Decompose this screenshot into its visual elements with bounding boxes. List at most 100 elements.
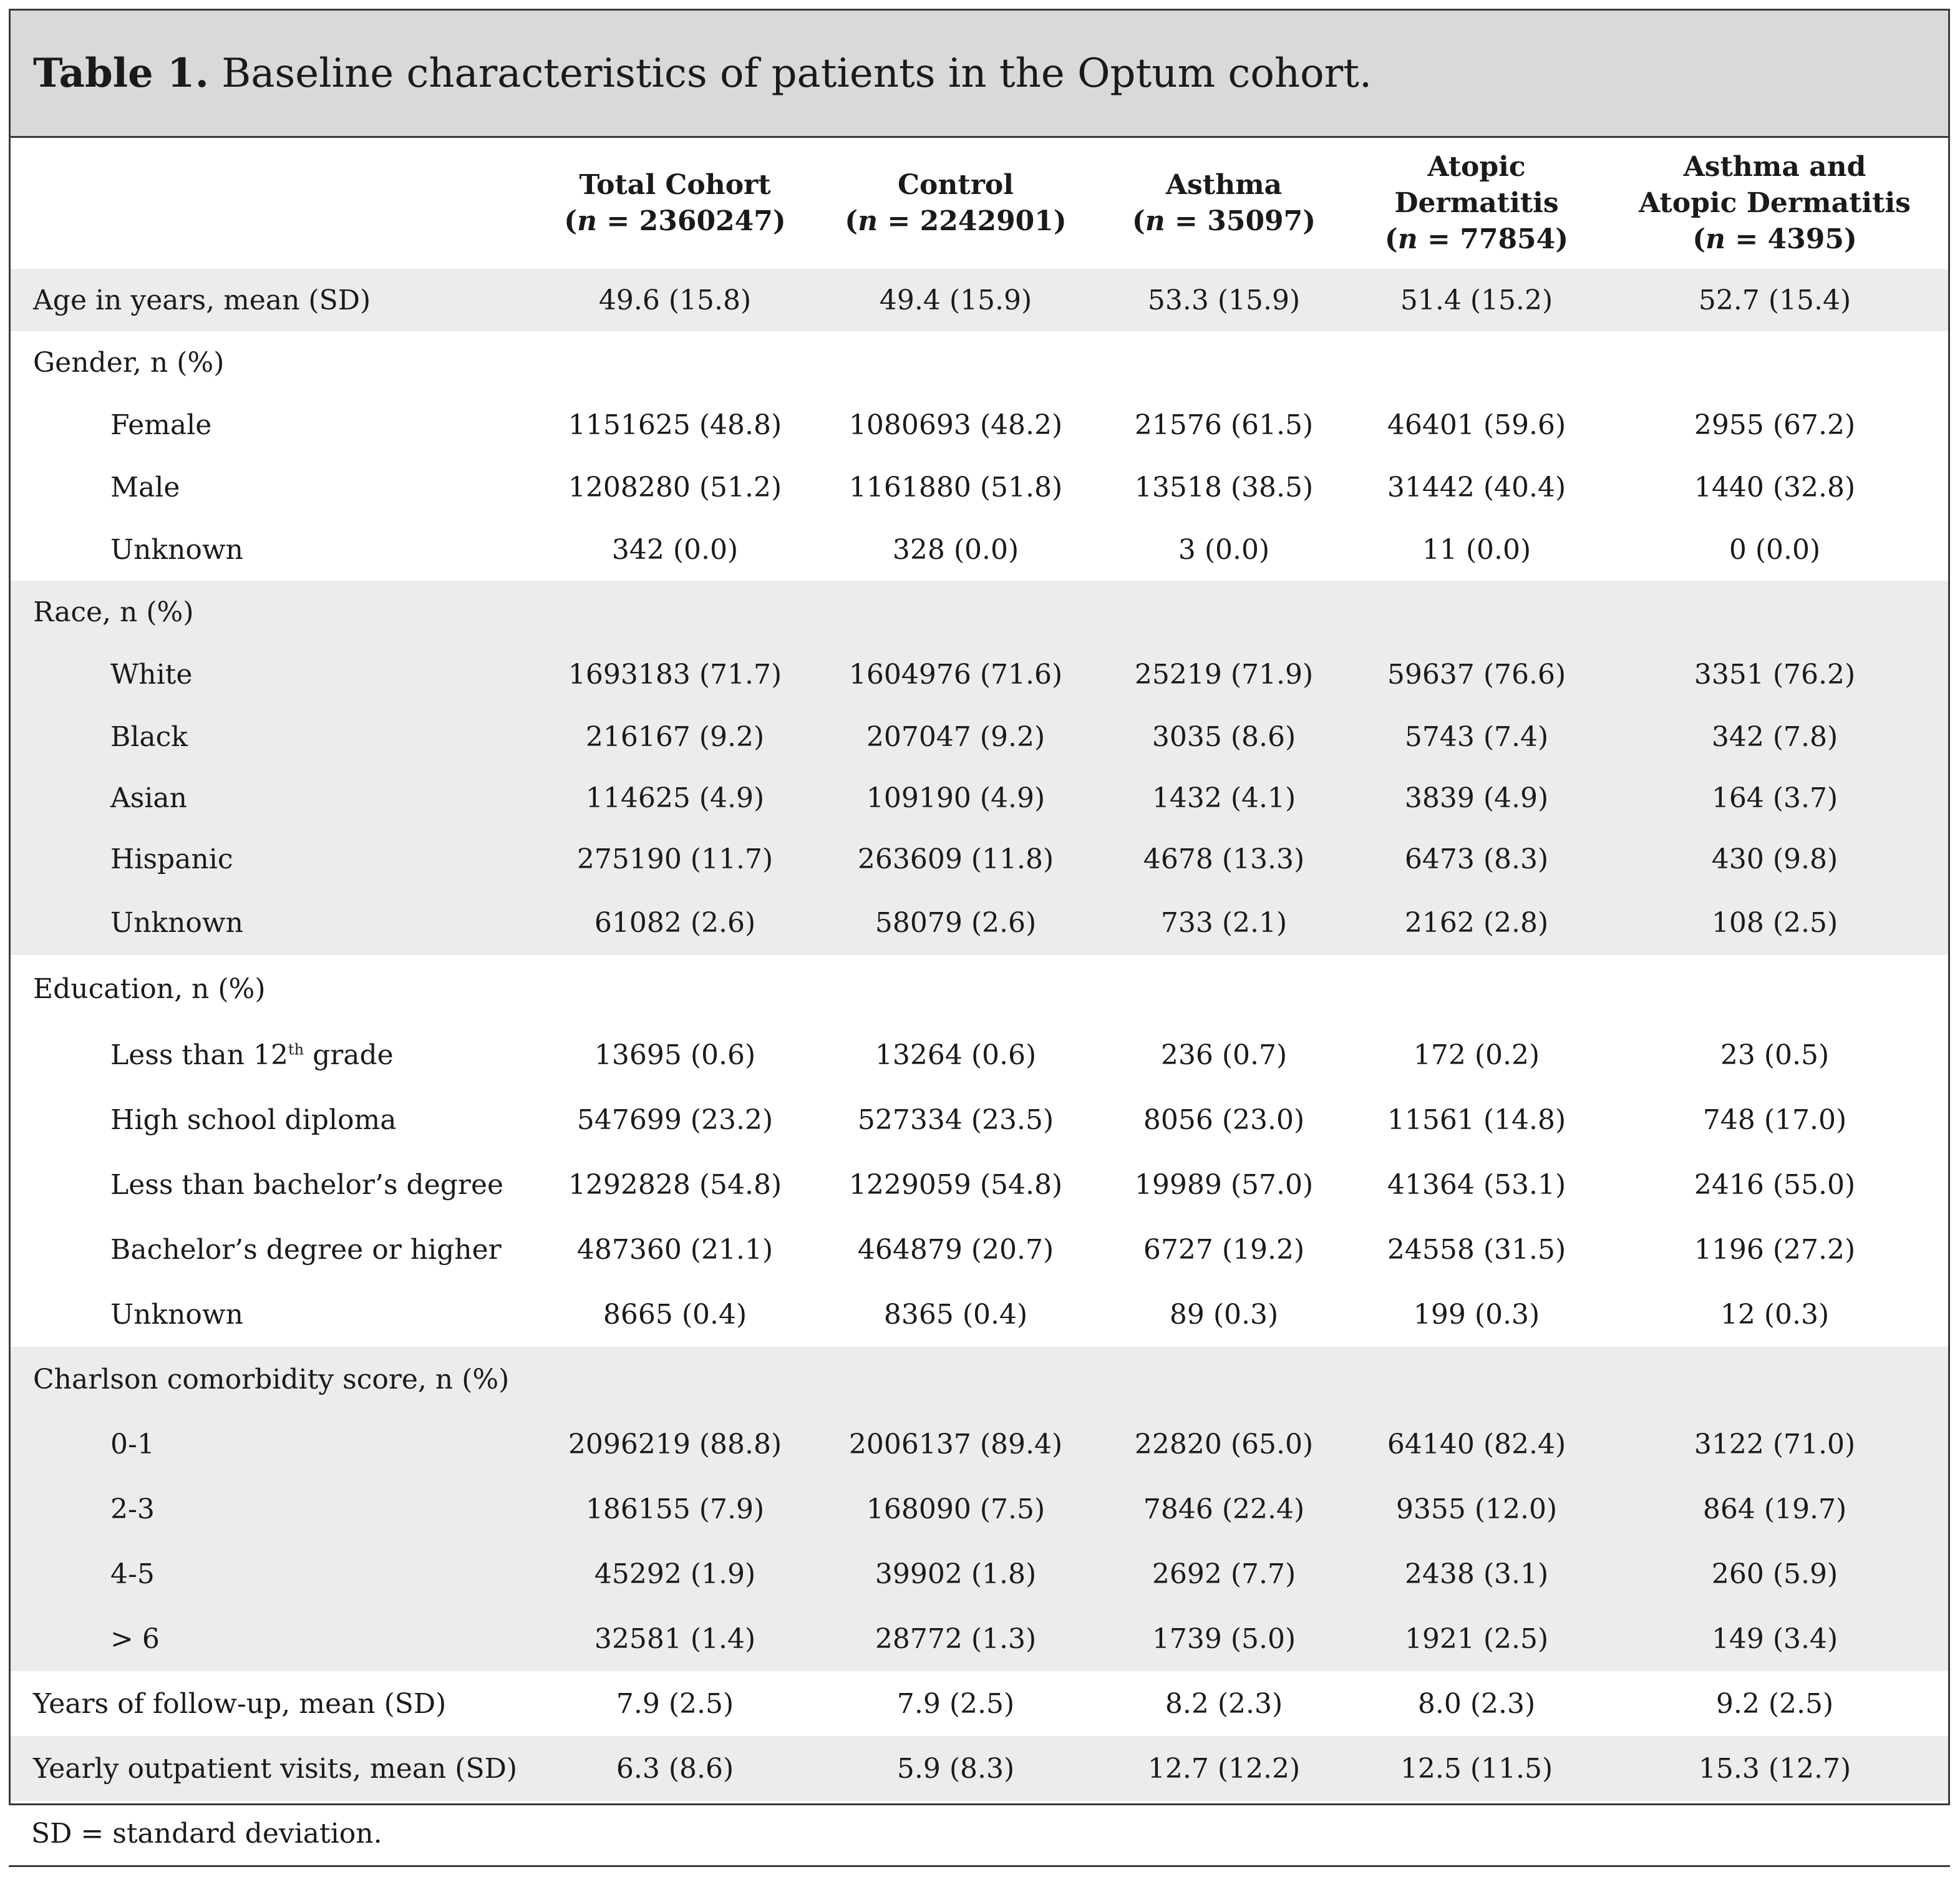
cell-total: 8665 (0.4) bbox=[603, 1298, 747, 1331]
cell-total: 547699 (23.2) bbox=[576, 1103, 774, 1136]
cell-total: 13695 (0.6) bbox=[594, 1039, 756, 1071]
bottom-rule bbox=[9, 1865, 1950, 1867]
table-row-outpatient-visits: Yearly outpatient visits, mean (SD) 6.3 … bbox=[11, 1736, 1948, 1801]
cell-total: 32581 (1.4) bbox=[535, 1606, 815, 1671]
cell-asthma: 25219 (71.9) bbox=[1096, 643, 1352, 706]
cell-total: 342 (0.0) bbox=[611, 533, 739, 566]
cell-control: 328 (0.0) bbox=[892, 533, 1019, 566]
cell-control: 168090 (7.5) bbox=[815, 1477, 1096, 1541]
cell-total: 49.6 (15.8) bbox=[535, 269, 815, 331]
table-row-education-highschool: High school diploma 547699 (23.2) 527334… bbox=[11, 1087, 1948, 1152]
cell-total: 6.3 (8.6) bbox=[535, 1736, 815, 1801]
cell-asthma-ad: 2955 (67.2) bbox=[1694, 409, 1856, 441]
caption-text: Baseline characteristics of patients in … bbox=[221, 50, 1372, 97]
header-atopic-dermatitis: Atopic Dermatitis (n = 77854) bbox=[1384, 151, 1569, 255]
cell-ad: 1921 (2.5) bbox=[1352, 1606, 1601, 1671]
cell-control: 263609 (11.8) bbox=[815, 828, 1096, 890]
cell-control: 464879 (20.7) bbox=[857, 1233, 1054, 1266]
cell-ad: 199 (0.3) bbox=[1413, 1298, 1540, 1331]
row-label: Unknown bbox=[110, 1298, 243, 1331]
cell-control: 8365 (0.4) bbox=[883, 1298, 1028, 1331]
row-label: Less than 12th grade bbox=[110, 1039, 394, 1071]
cell-control: 5.9 (8.3) bbox=[815, 1736, 1096, 1801]
cell-asthma-ad: 1440 (32.8) bbox=[1694, 471, 1856, 503]
cell-asthma-ad: 3122 (71.0) bbox=[1601, 1412, 1948, 1477]
cell-ad: 172 (0.2) bbox=[1413, 1039, 1540, 1071]
cell-asthma-ad: 2416 (55.0) bbox=[1694, 1168, 1856, 1201]
cell-ad: 8.0 (2.3) bbox=[1417, 1687, 1536, 1720]
cell-asthma: 22820 (65.0) bbox=[1096, 1412, 1352, 1477]
row-label: Female bbox=[110, 409, 212, 441]
cell-total: 1151625 (48.8) bbox=[568, 409, 782, 441]
cell-ad: 12.5 (11.5) bbox=[1352, 1736, 1601, 1801]
table-row-race-black: Black 216167 (9.2) 207047 (9.2) 3035 (8.… bbox=[11, 706, 1948, 768]
cell-asthma: 4678 (13.3) bbox=[1096, 828, 1352, 890]
table-row-gender-unknown: Unknown 342 (0.0) 328 (0.0) 3 (0.0) 11 (… bbox=[11, 518, 1948, 581]
cell-control: 527334 (23.5) bbox=[857, 1103, 1054, 1136]
cell-ad: 59637 (76.6) bbox=[1352, 643, 1601, 706]
cell-asthma: 733 (2.1) bbox=[1096, 890, 1352, 955]
cell-control: 28772 (1.3) bbox=[815, 1606, 1096, 1671]
cell-asthma-ad: 108 (2.5) bbox=[1601, 890, 1948, 955]
cell-asthma: 53.3 (15.9) bbox=[1096, 269, 1352, 331]
header-total-cohort: Total Cohort (n = 2360247) bbox=[564, 169, 786, 237]
cell-asthma: 1739 (5.0) bbox=[1096, 1606, 1352, 1671]
cell-control: 109190 (4.9) bbox=[815, 768, 1096, 828]
cell-ad: 2438 (3.1) bbox=[1352, 1541, 1601, 1606]
cell-ad: 11 (0.0) bbox=[1422, 533, 1531, 566]
row-label: Charlson comorbidity score, n (%) bbox=[11, 1347, 535, 1412]
cell-control: 1229059 (54.8) bbox=[848, 1168, 1063, 1201]
cell-asthma-ad: 0 (0.0) bbox=[1729, 533, 1821, 566]
cell-asthma: 8.2 (2.3) bbox=[1165, 1687, 1283, 1720]
cell-asthma: 21576 (61.5) bbox=[1134, 409, 1314, 441]
cell-total: 216167 (9.2) bbox=[535, 706, 815, 768]
table-row-age: Age in years, mean (SD) 49.6 (15.8) 49.4… bbox=[11, 269, 1948, 331]
cell-ad: 31442 (40.4) bbox=[1387, 471, 1566, 503]
cell-total: 7.9 (2.5) bbox=[616, 1687, 734, 1720]
cell-control: 1604976 (71.6) bbox=[815, 643, 1096, 706]
row-label: Age in years, mean (SD) bbox=[11, 269, 535, 331]
cell-asthma: 19989 (57.0) bbox=[1134, 1168, 1314, 1201]
cell-asthma-ad: 15.3 (12.7) bbox=[1601, 1736, 1948, 1801]
cell-control: 49.4 (15.9) bbox=[815, 269, 1096, 331]
cell-control: 39902 (1.8) bbox=[815, 1541, 1096, 1606]
cell-asthma: 3 (0.0) bbox=[1178, 533, 1270, 566]
cell-asthma-ad: 3351 (76.2) bbox=[1601, 643, 1948, 706]
cell-control: 2006137 (89.4) bbox=[815, 1412, 1096, 1477]
table-row-gender-header: Gender, n (%) bbox=[11, 331, 1948, 394]
header-row: Total Cohort (n = 2360247) Control (n = 22… bbox=[11, 138, 1948, 269]
table-row-charlson-0-1: 0-1 2096219 (88.8) 2006137 (89.4) 22820 … bbox=[11, 1412, 1948, 1477]
cell-asthma-ad: 864 (19.7) bbox=[1601, 1477, 1948, 1541]
cell-asthma: 1432 (4.1) bbox=[1096, 768, 1352, 828]
cell-asthma: 13518 (38.5) bbox=[1134, 471, 1314, 503]
header-asthma: Asthma (n = 35097) bbox=[1132, 169, 1316, 237]
row-label: Asian bbox=[11, 768, 535, 828]
cell-total: 186155 (7.9) bbox=[535, 1477, 815, 1541]
row-label: 0-1 bbox=[11, 1412, 535, 1477]
cell-asthma-ad: 52.7 (15.4) bbox=[1601, 269, 1948, 331]
table-row-education-lt-bachelor: Less than bachelor’s degree 1292828 (54.… bbox=[11, 1152, 1948, 1217]
table-row-education-header: Education, n (%) bbox=[11, 955, 1948, 1022]
row-label: Hispanic bbox=[11, 828, 535, 890]
row-label: Unknown bbox=[11, 890, 535, 955]
cell-asthma-ad: 23 (0.5) bbox=[1720, 1039, 1830, 1071]
row-label: Yearly outpatient visits, mean (SD) bbox=[11, 1736, 535, 1801]
row-label: Male bbox=[110, 471, 180, 503]
row-label: Gender, n (%) bbox=[33, 346, 225, 379]
cell-ad: 3839 (4.9) bbox=[1352, 768, 1601, 828]
cell-total: 61082 (2.6) bbox=[535, 890, 815, 955]
cell-asthma-ad: 1196 (27.2) bbox=[1694, 1233, 1856, 1266]
cell-asthma: 89 (0.3) bbox=[1169, 1298, 1279, 1331]
cell-control: 7.9 (2.5) bbox=[896, 1687, 1015, 1720]
cell-ad: 11561 (14.8) bbox=[1387, 1103, 1566, 1136]
table-row-education-bachelor-plus: Bachelor’s degree or higher 487360 (21.1… bbox=[11, 1217, 1948, 1282]
row-label: High school diploma bbox=[110, 1103, 397, 1136]
cell-ad: 5743 (7.4) bbox=[1352, 706, 1601, 768]
row-label: > 6 bbox=[11, 1606, 535, 1671]
table-row-race-header: Race, n (%) bbox=[11, 581, 1948, 643]
cell-asthma-ad: 149 (3.4) bbox=[1601, 1606, 1948, 1671]
cell-ad: 9355 (12.0) bbox=[1352, 1477, 1601, 1541]
table-row-education-unknown: Unknown 8665 (0.4) 8365 (0.4) 89 (0.3) 1… bbox=[11, 1282, 1948, 1347]
table-caption: Table 1. Baseline characteristics of pat… bbox=[11, 11, 1948, 138]
row-label: Years of follow-up, mean (SD) bbox=[33, 1687, 447, 1720]
